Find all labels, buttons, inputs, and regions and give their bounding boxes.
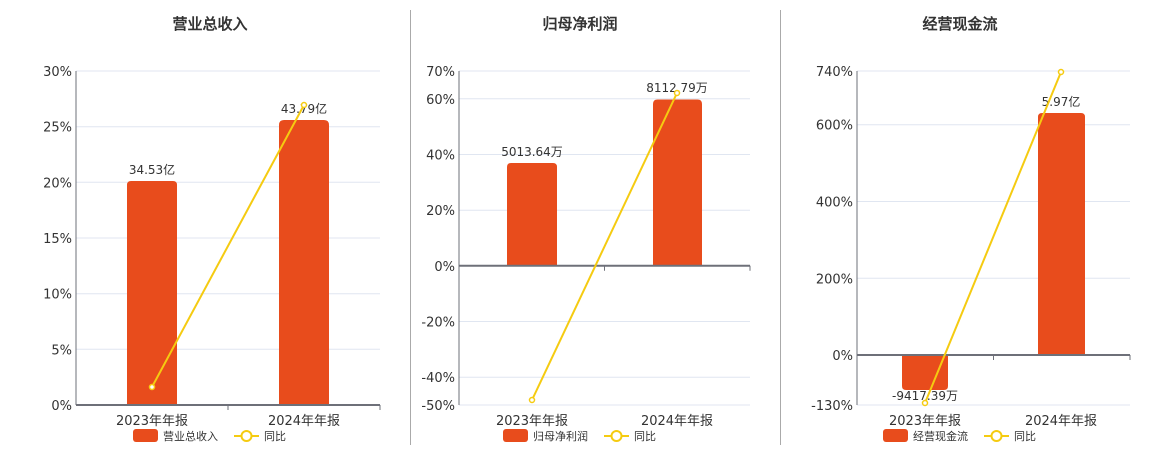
y-tick: 600%: [816, 119, 853, 134]
bar-2023[interactable]: [902, 355, 948, 390]
y-tick: 0%: [434, 260, 455, 275]
x-tick: 2024年年报: [641, 414, 713, 429]
x-tick: 2024年年报: [268, 414, 340, 429]
legend-line-label: 同比: [634, 430, 656, 443]
y-tick: 0%: [832, 349, 853, 364]
x-tick: 2023年年报: [889, 414, 961, 429]
y-axis-labels: 740% 600% 400% 200% 0% -130%: [811, 65, 853, 414]
legend-bar-label: 归母净利润: [533, 429, 588, 443]
y-tick: 40%: [426, 149, 455, 164]
bar-2024[interactable]: [1038, 113, 1085, 355]
bar-2023[interactable]: [127, 181, 177, 405]
legend-bar-swatch: [133, 429, 158, 442]
yoy-point[interactable]: [148, 383, 156, 391]
y-tick: 20%: [426, 204, 455, 219]
legend-bar-swatch: [503, 429, 528, 442]
y-axis-labels: 70% 60% 40% 20% 0% -20% -40% -50%: [421, 65, 455, 414]
legend-bar-label: 营业总收入: [163, 429, 218, 443]
y-tick: -40%: [421, 371, 455, 386]
y-tick: 5%: [51, 343, 72, 358]
yoy-line: [151, 104, 305, 388]
bar-label: 34.53亿: [129, 162, 175, 177]
yoy-line: [924, 71, 1062, 404]
yoy-line: [531, 92, 678, 401]
bar-2024[interactable]: [279, 120, 329, 405]
chart-panel-net-profit: 归母净利润 70% 60% 40% 20% 0% -20% -40% -50% …: [400, 0, 780, 450]
y-tick: 200%: [816, 272, 853, 287]
chart-title: 营业总收入: [172, 15, 247, 33]
legend[interactable]: 归母净利润 同比: [503, 429, 656, 443]
bar-label: 5013.64万: [501, 145, 563, 159]
x-tick: 2023年年报: [116, 414, 188, 429]
legend-line-marker-icon: [240, 430, 253, 442]
y-tick: 740%: [816, 65, 853, 80]
yoy-point[interactable]: [528, 396, 536, 404]
legend-bar-label: 经营现金流: [913, 429, 968, 443]
chart-panel-revenue: 营业总收入 30% 25% 20% 15% 10% 5% 0% 34.53亿 4…: [0, 0, 400, 450]
x-tick: 2024年年报: [1025, 414, 1097, 429]
chart-title: 经营现金流: [922, 15, 997, 33]
bar-label: -9417.39万: [892, 389, 958, 403]
legend-line-label: 同比: [1014, 430, 1036, 443]
cash-flow-chart: 经营现金流 740% 600% 400% 200% 0% -130% -9417…: [811, 15, 1131, 443]
bar-2024[interactable]: [653, 99, 702, 266]
y-tick: 15%: [43, 232, 72, 247]
y-tick: 70%: [426, 65, 455, 80]
x-tick: 2023年年报: [496, 414, 568, 429]
legend[interactable]: 营业总收入 同比: [133, 429, 286, 443]
chart-panel-cash-flow: 经营现金流 740% 600% 400% 200% 0% -130% -9417…: [780, 0, 1160, 450]
legend-bar-swatch: [883, 429, 908, 442]
yoy-point[interactable]: [300, 101, 308, 109]
y-tick: 400%: [816, 196, 853, 211]
y-tick: 10%: [43, 288, 72, 303]
grid-lines: [459, 70, 750, 406]
bar-label: 8112.79万: [646, 81, 708, 95]
yoy-point[interactable]: [673, 89, 681, 97]
y-tick: -50%: [421, 399, 455, 414]
legend-line-marker-icon: [610, 430, 623, 442]
y-tick: 0%: [51, 399, 72, 414]
y-tick: 60%: [426, 93, 455, 108]
chart-title: 归母净利润: [542, 15, 617, 33]
bar-label: 43.79亿: [281, 101, 327, 116]
panel-separator: [410, 10, 411, 445]
yoy-point[interactable]: [921, 399, 929, 407]
y-tick: 25%: [43, 121, 72, 136]
panel-separator: [780, 10, 781, 445]
bar-2023[interactable]: [507, 163, 557, 266]
grid-lines: [76, 70, 380, 350]
yoy-point[interactable]: [1057, 68, 1065, 76]
y-tick: 20%: [43, 176, 72, 191]
legend-line-label: 同比: [264, 430, 286, 443]
y-tick: -20%: [421, 316, 455, 331]
net-profit-chart: 归母净利润 70% 60% 40% 20% 0% -20% -40% -50% …: [421, 15, 751, 443]
y-tick: -130%: [811, 399, 853, 414]
y-axis-labels: 30% 25% 20% 15% 10% 5% 0%: [43, 65, 72, 414]
legend-line-marker-icon: [990, 430, 1003, 442]
y-tick: 30%: [43, 65, 72, 80]
revenue-chart: 营业总收入 30% 25% 20% 15% 10% 5% 0% 34.53亿 4…: [43, 15, 381, 443]
legend[interactable]: 经营现金流 同比: [883, 429, 1036, 443]
